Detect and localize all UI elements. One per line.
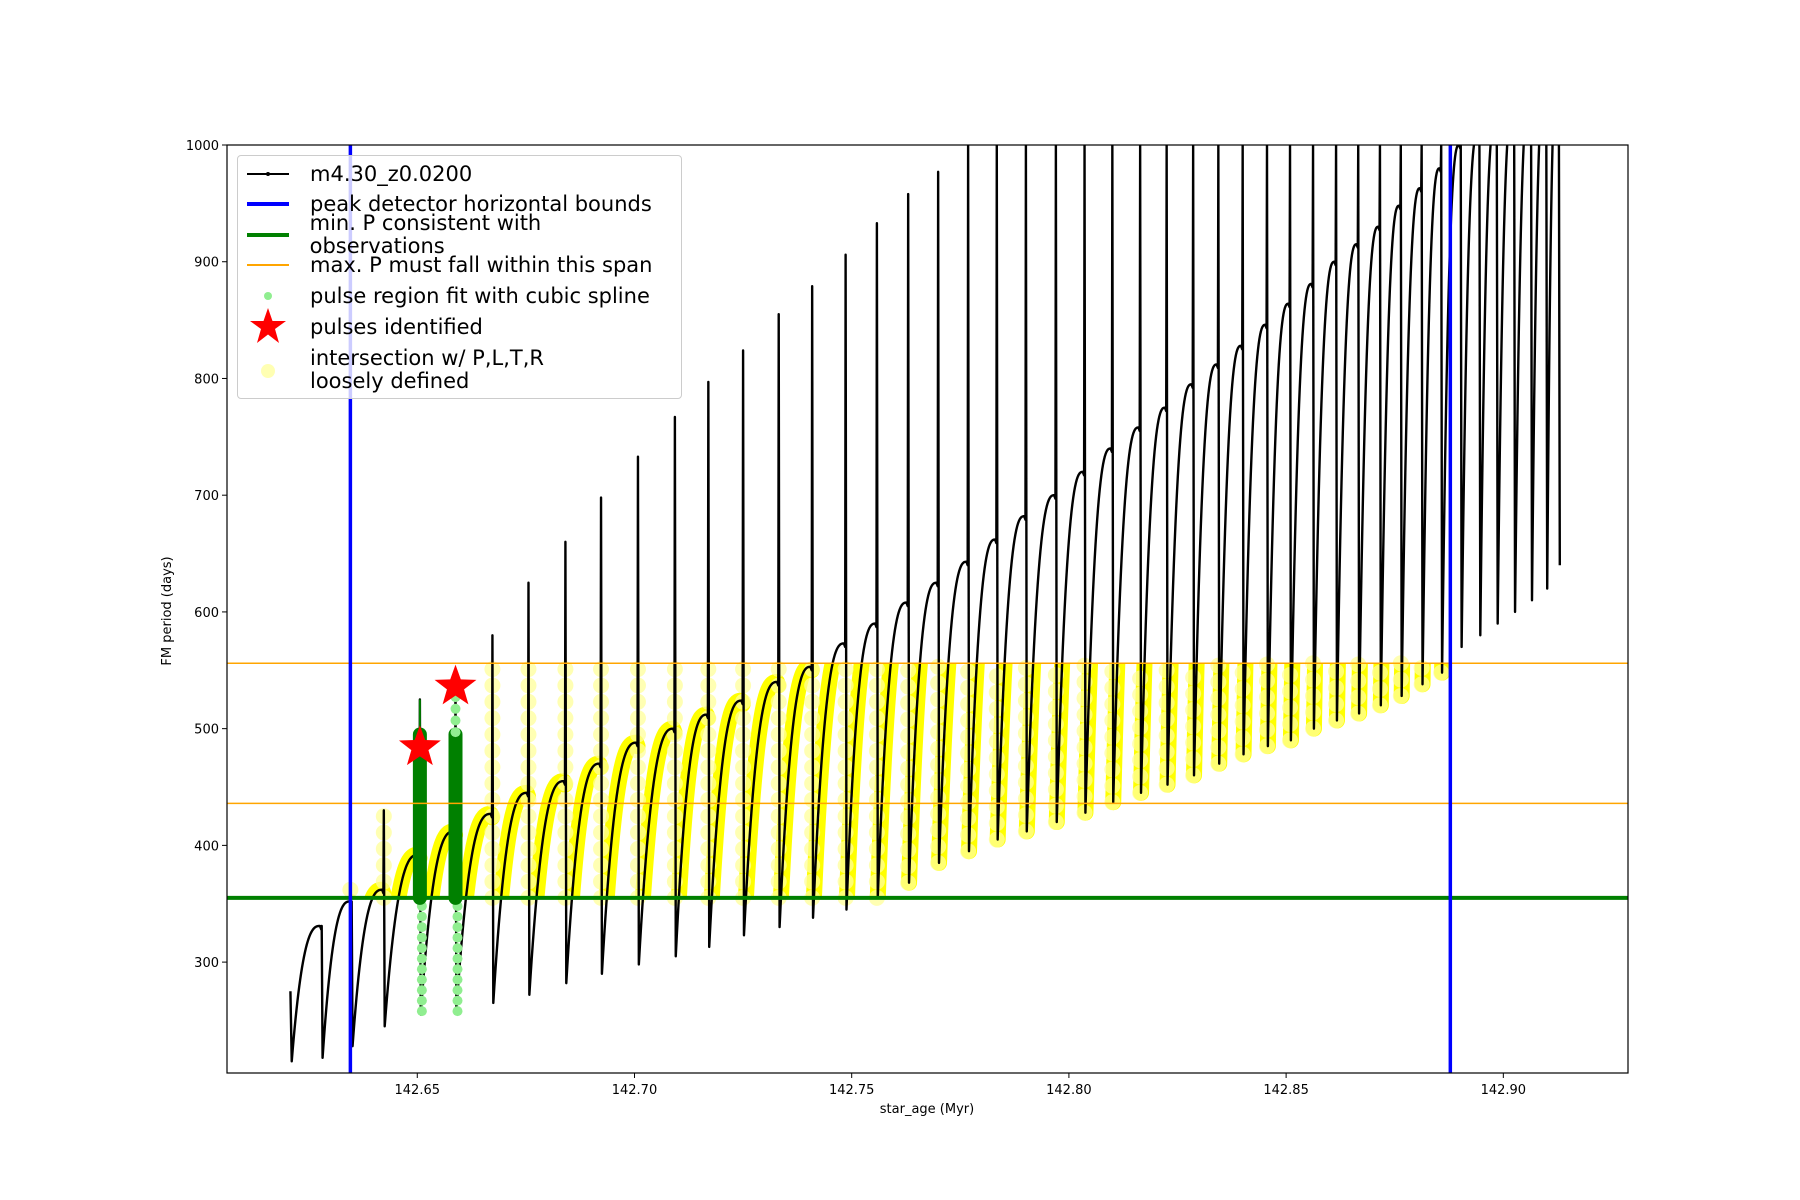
spline-fit-point [416,943,427,954]
circle-icon [238,346,308,394]
orange-line-icon [238,251,308,279]
y-tick-label: 300 [194,956,219,971]
legend-item-min-period: min. P consistent with observations [238,212,681,258]
spline-fit-point [416,922,427,933]
legend-label: max. P must fall within this span [310,252,653,277]
spline-fit-point [452,932,463,943]
spline-fit-point [416,964,427,975]
spline-fit-point [452,922,463,933]
spline-fit-point [416,932,427,943]
y-tick-label: 800 [194,372,219,387]
spline-fit-point [450,715,461,726]
spline-fit-point [450,727,461,738]
dot-icon [238,282,308,310]
x-tick-label: 142.80 [1046,1083,1092,1098]
spline-fit-point [452,964,463,975]
green-line-icon [238,221,308,249]
y-axis: 300 400 500 600 700 800 900 1000 [186,139,227,971]
pulse-star-marker [434,664,477,705]
spline-fit-point [452,1006,463,1017]
x-tick-label: 142.70 [612,1083,658,1098]
spline-fit-point [452,953,463,964]
y-tick-label: 400 [194,839,219,854]
spline-fit-point [416,995,427,1006]
spline-fit-point [416,985,427,996]
x-axis: 142.65 142.70 142.75 142.80 142.85 142.90 [395,1073,1527,1098]
spline-fit-point [452,985,463,996]
legend-item-pulses: pulses identified [238,308,483,343]
y-tick-label: 600 [194,606,219,621]
pulse-star-marker [398,725,441,766]
plot-area [227,145,1628,1073]
spline-fit-point [452,943,463,954]
x-axis-label: star_age (Myr) [880,1102,974,1117]
spline-fit-point [452,995,463,1006]
spline-fit-point [452,911,463,922]
spline-fit-point [416,953,427,964]
axes-frame [226,144,1629,1074]
spline-fit-point [416,974,427,985]
legend-label: intersection w/ P,L,T,R [310,346,544,370]
x-tick-label: 142.75 [829,1083,875,1098]
spline-fit-point [416,911,427,922]
spline-fit-point [450,703,461,714]
track-line [289,145,1561,1063]
legend-label: m4.30_z0.0200 [310,161,473,186]
legend-item-track: m4.30_z0.0200 [238,160,472,188]
y-tick-label: 700 [194,489,219,504]
line-marker-icon [238,160,308,188]
legend-item-spline: pulse region fit with cubic spline [238,282,650,310]
legend-label-line2: loosely defined [310,369,470,393]
legend-item-bounds: peak detector horizontal bounds [238,190,652,218]
legend-label: pulses identified [310,314,483,339]
star-icon [238,308,308,343]
spline-fit-point [452,974,463,985]
legend: m4.30_z0.0200 peak detector horizontal b… [237,155,682,399]
x-tick-label: 142.85 [1263,1083,1309,1098]
y-tick-label: 1000 [186,139,219,154]
legend-label: pulse region fit with cubic spline [310,283,650,308]
legend-label: min. P consistent with observations [309,211,542,258]
legend-item-max-period: max. P must fall within this span [238,251,652,279]
legend-label: peak detector horizontal bounds [310,191,652,216]
y-tick-label: 900 [194,256,219,271]
spline-fit-point [416,1006,427,1017]
legend-item-intersection: intersection w/ P,L,T,R loosely defined [238,346,544,394]
legend-label-group: intersection w/ P,L,T,R loosely defined [310,347,544,393]
y-axis-label: FM period (days) [160,556,175,665]
x-tick-label: 142.65 [395,1083,441,1098]
x-tick-label: 142.90 [1481,1083,1527,1098]
blue-line-icon [238,190,308,218]
y-tick-label: 500 [194,723,219,738]
